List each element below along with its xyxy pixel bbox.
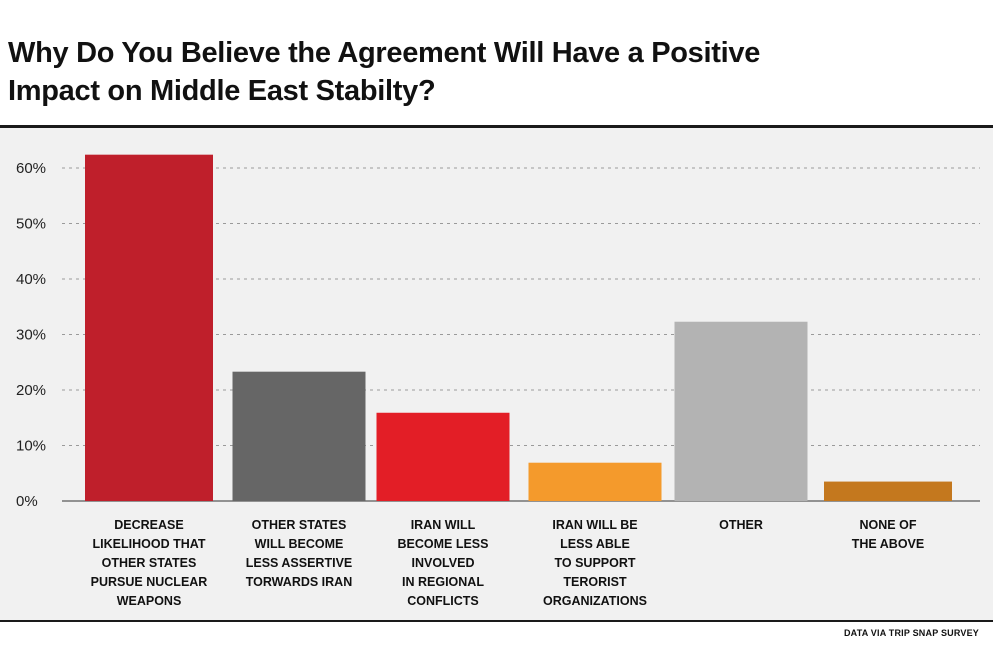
x-category-label: IRAN WILL BE LESS ABLE TO SUPPORT TERORIST O… (543, 518, 647, 608)
y-tick-label: 50% (16, 216, 46, 233)
y-tick-label: 30% (16, 327, 46, 344)
y-tick-label: 0% (16, 493, 38, 510)
chart-title: Why Do You Believe the Agreement Will Ha… (8, 34, 983, 110)
bar-chart: 0% 10% 20% 30% 40% 50% 60% DECREASE LIKELIHOOD T… (16, 154, 980, 608)
bar (824, 481, 952, 501)
source-note: DATA VIA TRIP SNAP SURVEY (843, 628, 979, 638)
x-category-label: OTHER STATES WILL BECOME LESS ASSERTIVE TOR… (246, 518, 353, 589)
y-tick-label: 20% (16, 382, 46, 399)
bar (528, 462, 662, 501)
chart-title-line-2: Impact on Middle East Stabilty? (8, 75, 436, 107)
y-tick-label: 60% (16, 160, 46, 177)
top-rule (0, 125, 993, 128)
x-category-label: NONE OF THE ABOVE (852, 518, 924, 551)
bottom-rule (0, 620, 993, 622)
y-tick-label: 40% (16, 271, 46, 288)
bar (85, 154, 213, 501)
x-category-label: DECREASE LIKELIHOOD THAT OTHER STATES PURSU… (91, 518, 208, 608)
bar (674, 321, 808, 501)
bar (232, 371, 366, 501)
y-tick-label: 10% (16, 438, 46, 455)
chart-title-line-1: Why Do You Believe the Agreement Will Ha… (8, 37, 761, 69)
x-category-label: OTHER (719, 518, 763, 532)
bar (376, 412, 510, 501)
x-category-label: IRAN WILL BECOME LESS INVOLVED IN REGIONAL C… (398, 518, 489, 608)
